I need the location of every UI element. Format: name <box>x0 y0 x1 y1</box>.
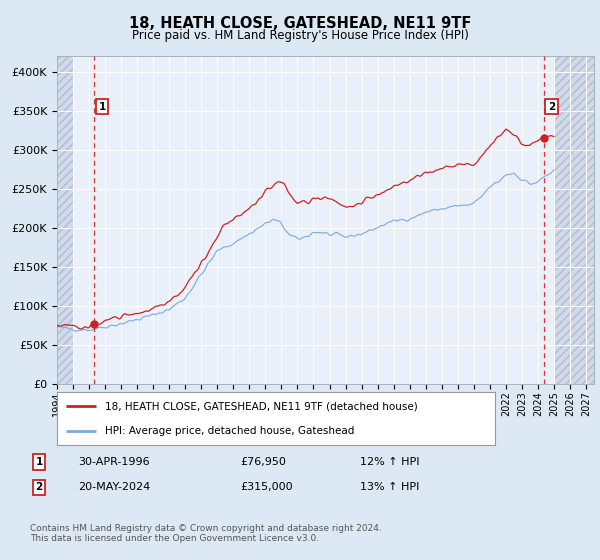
Text: 1: 1 <box>35 457 43 467</box>
Text: 18, HEATH CLOSE, GATESHEAD, NE11 9TF (detached house): 18, HEATH CLOSE, GATESHEAD, NE11 9TF (de… <box>105 402 418 412</box>
Text: 2: 2 <box>548 102 555 112</box>
Text: Contains HM Land Registry data © Crown copyright and database right 2024.
This d: Contains HM Land Registry data © Crown c… <box>30 524 382 543</box>
Text: 20-MAY-2024: 20-MAY-2024 <box>78 482 150 492</box>
Text: 1: 1 <box>98 102 106 112</box>
Text: £76,950: £76,950 <box>240 457 286 467</box>
Text: 12% ↑ HPI: 12% ↑ HPI <box>360 457 419 467</box>
Text: 2: 2 <box>35 482 43 492</box>
Bar <box>554 56 594 384</box>
Text: £315,000: £315,000 <box>240 482 293 492</box>
Text: Price paid vs. HM Land Registry's House Price Index (HPI): Price paid vs. HM Land Registry's House … <box>131 29 469 42</box>
Text: 18, HEATH CLOSE, GATESHEAD, NE11 9TF: 18, HEATH CLOSE, GATESHEAD, NE11 9TF <box>129 16 471 31</box>
Text: 30-APR-1996: 30-APR-1996 <box>78 457 149 467</box>
Bar <box>57 56 73 384</box>
Text: 13% ↑ HPI: 13% ↑ HPI <box>360 482 419 492</box>
Text: HPI: Average price, detached house, Gateshead: HPI: Average price, detached house, Gate… <box>105 426 355 436</box>
